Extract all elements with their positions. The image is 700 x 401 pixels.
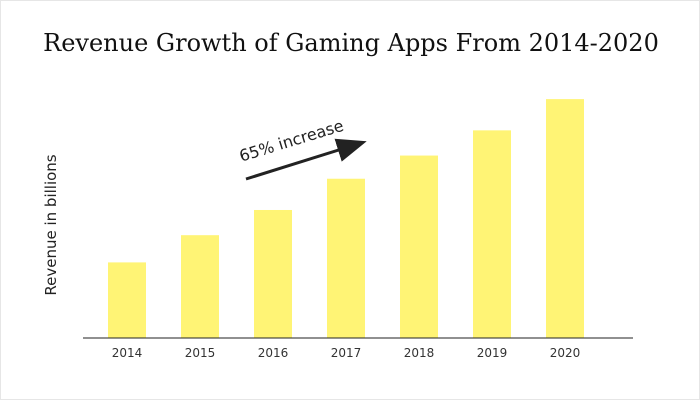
annotation: 65% increase — [237, 116, 367, 181]
x-tick-2015: 2015 — [185, 346, 216, 360]
bar-2017 — [327, 178, 365, 338]
x-tick-2017: 2017 — [331, 346, 362, 360]
x-tick-2018: 2018 — [404, 346, 435, 360]
bar-2014 — [108, 262, 146, 338]
annotation-text: 65% increase — [237, 116, 346, 166]
x-tick-2019: 2019 — [477, 346, 508, 360]
chart-title: Revenue Growth of Gaming Apps From 2014-… — [43, 29, 659, 57]
bar-2015 — [181, 235, 219, 338]
x-tick-2016: 2016 — [258, 346, 289, 360]
x-tick-labels: 2014 2015 2016 2017 2018 2019 2020 — [112, 346, 581, 360]
bars-group — [108, 99, 584, 338]
x-tick-2020: 2020 — [550, 346, 581, 360]
bar-2020 — [546, 99, 584, 338]
annotation-arrow — [245, 138, 367, 181]
bar-2018 — [400, 155, 438, 338]
bar-2019 — [473, 130, 511, 338]
bar-2016 — [254, 209, 292, 338]
x-tick-2014: 2014 — [112, 346, 143, 360]
